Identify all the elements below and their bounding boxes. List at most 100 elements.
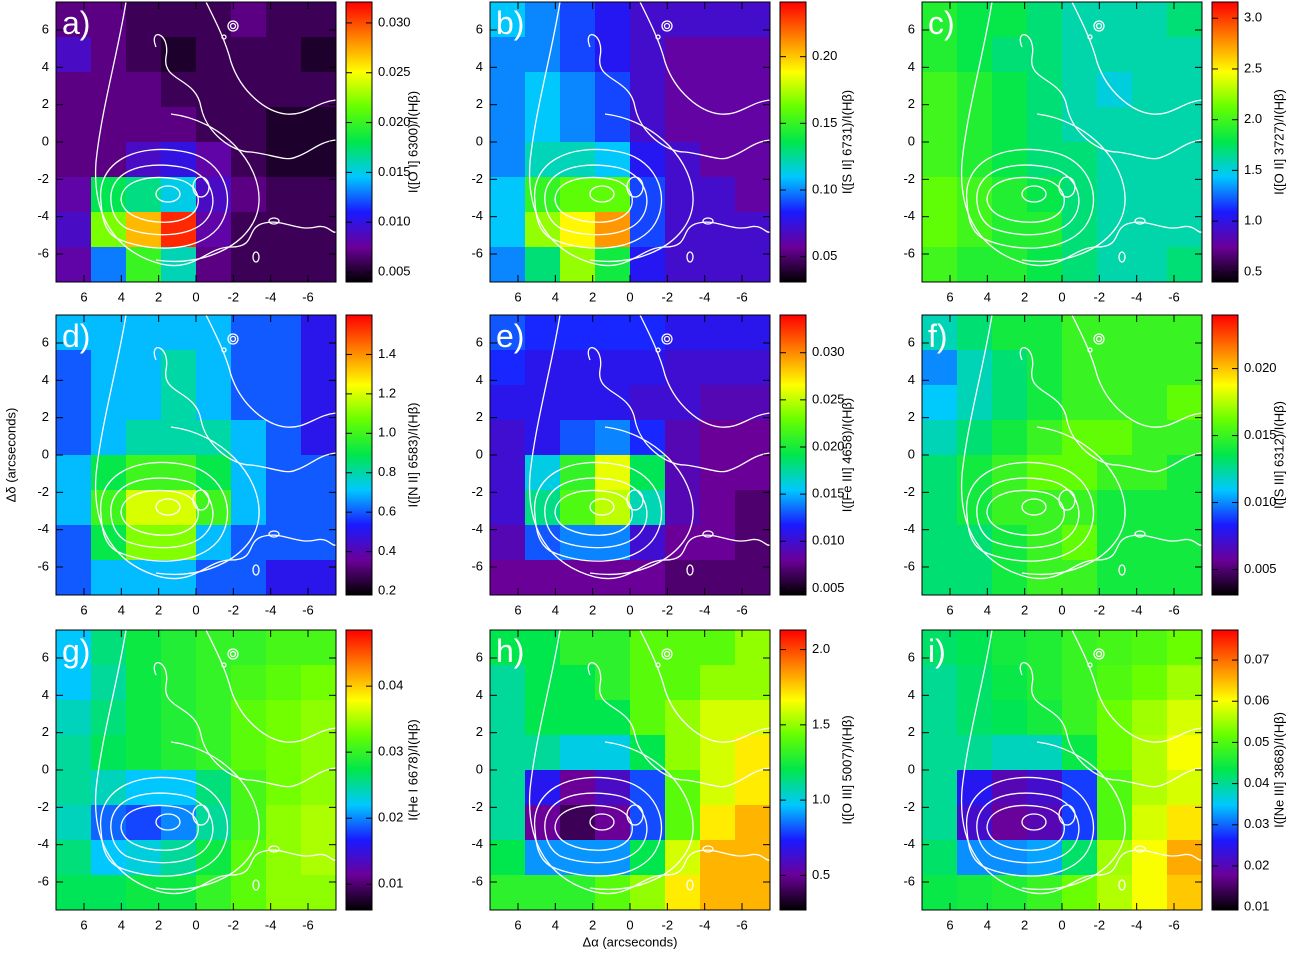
heatmap-cell — [1062, 525, 1098, 561]
y-tick-label: 4 — [42, 372, 49, 387]
x-tick-label: 2 — [155, 917, 162, 932]
heatmap-cell — [992, 630, 1028, 666]
heatmap-cell — [992, 875, 1028, 911]
heatmap-cell — [196, 455, 232, 491]
colorbar-tick-label: 0.4 — [378, 543, 396, 558]
heatmap-cell — [735, 385, 771, 421]
heatmap-cell — [560, 665, 596, 701]
x-tick-label: 2 — [589, 602, 596, 617]
colorbar-tick-label: 0.020 — [378, 114, 411, 129]
colorbar-label: I([Ne III] 3868)/I(Hβ) — [1271, 712, 1286, 828]
heatmap-cell — [490, 735, 526, 771]
heatmap-cell — [196, 350, 232, 386]
colorbar-tick-label: 0.020 — [1244, 360, 1277, 375]
heatmap-cell — [56, 107, 92, 143]
panel: a) 6 4 2 0 -2 -4 -6 -6 -4 -2 0 2 4 6 0.005 0.010 0.015 0.0… — [37, 1, 420, 304]
colorbar-tick-label: 0.015 — [1244, 427, 1277, 442]
heatmap-cell — [560, 350, 596, 386]
heatmap-cell — [665, 875, 701, 911]
x-tick-label: -6 — [1168, 289, 1180, 304]
heatmap-cell — [196, 875, 232, 911]
heatmap-cell — [56, 420, 92, 456]
y-tick-label: 0 — [908, 761, 915, 776]
colorbar-tick-label: 2.0 — [812, 641, 830, 656]
colorbar-label: I([S III] 6312)/I(Hβ) — [1271, 401, 1286, 509]
y-tick-label: -6 — [903, 245, 915, 260]
heatmap-cell — [161, 315, 197, 351]
heatmap-cell — [735, 107, 771, 143]
y-tick-label: 4 — [476, 372, 483, 387]
heatmap-cell — [126, 37, 162, 73]
x-tick-label: -4 — [699, 289, 711, 304]
heatmap-cell — [922, 177, 958, 213]
x-tick-label: 2 — [1021, 602, 1028, 617]
x-tick-label: 6 — [514, 602, 521, 617]
heatmap-cell — [1132, 107, 1168, 143]
heatmap-cell — [595, 455, 631, 491]
heatmap-cell — [922, 630, 958, 666]
heatmap-cell — [1027, 385, 1063, 421]
heatmap-cell — [1062, 770, 1098, 806]
heatmap-cell — [1132, 875, 1168, 911]
y-tick-label: -4 — [37, 521, 49, 536]
heatmap-cell — [1062, 630, 1098, 666]
heatmap-cell — [301, 665, 337, 701]
heatmap-cell — [161, 770, 197, 806]
y-tick-label: 2 — [42, 409, 49, 424]
heatmap-cell — [922, 525, 958, 561]
heatmap-cell — [957, 560, 993, 596]
x-tick-label: 6 — [514, 289, 521, 304]
heatmap-cell — [196, 770, 232, 806]
heatmap-cell — [1027, 490, 1063, 526]
heatmap-cell — [56, 315, 92, 351]
heatmap-cell — [735, 560, 771, 596]
colorbar-tick-label: 0.6 — [378, 504, 396, 519]
heatmap-cell — [1097, 560, 1133, 596]
x-tick-label: -4 — [699, 917, 711, 932]
heatmap-cell — [595, 72, 631, 108]
heatmap-cell — [1167, 770, 1203, 806]
x-tick-label: -2 — [228, 289, 240, 304]
y-tick-label: -2 — [37, 484, 49, 499]
heatmap-cell — [56, 490, 92, 526]
heatmap-cell — [1132, 142, 1168, 178]
heatmap-cell — [1027, 700, 1063, 736]
heatmap-cell — [525, 247, 561, 283]
heatmap-cell — [266, 770, 302, 806]
heatmap-cell — [161, 420, 197, 456]
heatmap-cell — [490, 72, 526, 108]
colorbar-tick-label: 0.01 — [378, 876, 403, 891]
heatmap-cell — [231, 875, 267, 911]
heatmap-cell — [922, 875, 958, 911]
x-tick-label: -4 — [1131, 917, 1143, 932]
heatmap-cell — [560, 2, 596, 38]
heatmap-cell — [700, 455, 736, 491]
heatmap-cell — [126, 142, 162, 178]
colorbar-tick-label: 1.5 — [1244, 162, 1262, 177]
heatmap-cell — [665, 490, 701, 526]
x-tick-label: 0 — [1058, 289, 1065, 304]
x-tick-label: 2 — [589, 917, 596, 932]
colorbar-tick-label: 1.0 — [1244, 213, 1262, 228]
panel-label: a) — [62, 5, 90, 41]
heatmap-cell — [922, 247, 958, 283]
heatmap-cell — [665, 385, 701, 421]
heatmap-cell — [1132, 420, 1168, 456]
heatmap-cell — [91, 350, 127, 386]
heatmap-cell — [490, 560, 526, 596]
colorbar-tick-label: 0.005 — [378, 263, 411, 278]
heatmap-cell — [735, 2, 771, 38]
colorbar-tick-label: 0.05 — [812, 248, 837, 263]
heatmap-cell — [1167, 630, 1203, 666]
heatmap-cell — [735, 142, 771, 178]
x-tick-label: 6 — [80, 602, 87, 617]
heatmap-cell — [1027, 315, 1063, 351]
heatmap-cell — [266, 875, 302, 911]
heatmap-cell — [196, 212, 232, 248]
heatmap-cell — [196, 37, 232, 73]
heatmap-cell — [301, 177, 337, 213]
heatmap-cell — [957, 665, 993, 701]
heatmap-cell — [301, 247, 337, 283]
y-tick-label: -4 — [903, 836, 915, 851]
panel: i) 6 4 2 0 -2 -4 -6 -6 -4 -2 0 2 4 6 0.01 0.02 0.03 0.04 0.… — [903, 629, 1286, 932]
